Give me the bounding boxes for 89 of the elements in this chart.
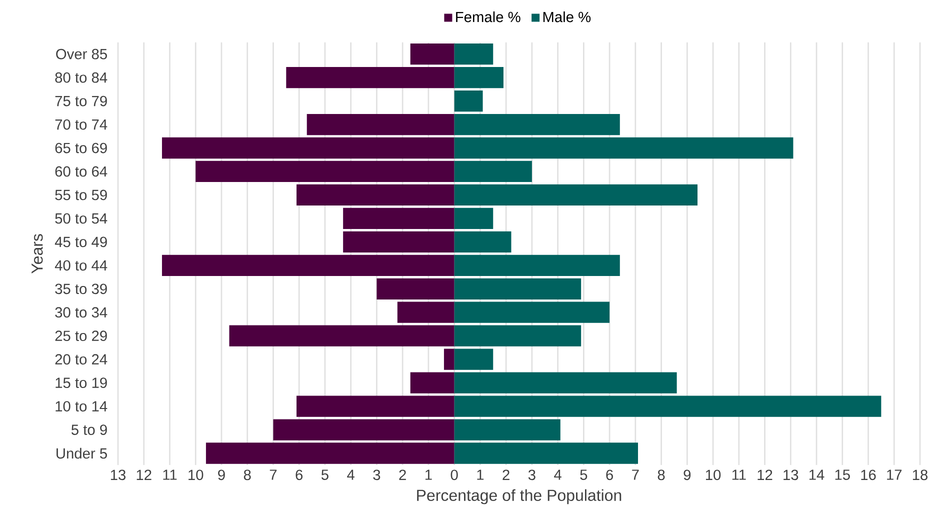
bar [454, 231, 512, 252]
y-tick-label: 80 to 84 [55, 72, 108, 83]
x-tick-label: 1 [477, 470, 484, 480]
x-tick-label: 14 [809, 470, 824, 480]
x-tick-label: 11 [163, 470, 177, 480]
bar [454, 372, 677, 394]
y-tick-label: 15 to 19 [56, 378, 107, 388]
y-tick-label: 5 to 9 [71, 424, 107, 435]
bar [454, 396, 882, 417]
x-tick-label: 13 [110, 470, 126, 480]
bar [454, 254, 620, 276]
y-tick-label: 45 to 49 [54, 236, 107, 248]
bar [444, 348, 454, 370]
x-tick-label: 12 [758, 470, 772, 480]
bar [343, 208, 454, 230]
y-tick-label: 65 to 69 [55, 142, 107, 154]
x-tick-label: 9 [684, 470, 691, 480]
bar [162, 137, 454, 159]
bar [454, 442, 638, 464]
y-tick-label: 60 to 64 [55, 166, 108, 177]
x-tick-label: 18 [912, 470, 928, 480]
x-tick-label: 8 [658, 470, 665, 480]
bar [454, 66, 504, 88]
bar [306, 114, 454, 136]
x-tick-label: 17 [887, 470, 902, 480]
y-tick-label: 55 to 59 [55, 190, 107, 200]
x-tick-label: 9 [218, 470, 225, 480]
legend-label: Female % [456, 11, 520, 22]
y-tick-label: 10 to 14 [56, 401, 108, 412]
bar [454, 208, 494, 230]
bar [376, 278, 454, 300]
bar [454, 114, 620, 136]
bar [454, 44, 494, 65]
bar [454, 302, 610, 323]
y-tick-label: Over 85 [56, 48, 107, 60]
bar [286, 66, 454, 88]
bar [206, 442, 454, 464]
x-tick-label: 5 [580, 470, 588, 480]
bar [410, 44, 454, 65]
x-tick-label: 2 [502, 470, 510, 480]
x-tick-label: 8 [244, 470, 251, 480]
x-tick-label: 6 [606, 470, 613, 480]
legend-label: Male % [543, 11, 591, 22]
bar [454, 419, 560, 440]
bar [454, 137, 794, 159]
bar [229, 325, 454, 346]
bar [196, 160, 454, 182]
bar [454, 325, 582, 346]
x-tick-label: 16 [861, 470, 876, 480]
bar [162, 254, 454, 276]
bar [296, 396, 454, 417]
y-tick-label: 75 to 79 [55, 96, 107, 106]
bar [454, 160, 532, 182]
x-tick-label: 7 [632, 470, 639, 480]
x-axis-title: Percentage of the Population [417, 489, 622, 504]
y-tick-label: Under 5 [56, 448, 107, 459]
x-tick-label: 11 [732, 470, 746, 480]
y-tick-label: 40 to 44 [54, 260, 108, 271]
x-tick-label: 3 [373, 470, 380, 480]
x-tick-label: 12 [136, 470, 152, 480]
y-axis-title: Years [32, 234, 43, 274]
x-tick-label: 13 [784, 470, 798, 480]
x-tick-label: 4 [347, 470, 354, 480]
x-tick-label: 6 [296, 470, 303, 480]
x-tick-label: 7 [270, 470, 277, 480]
y-tick-label: 30 to 34 [55, 307, 108, 318]
y-tick-label: 25 to 29 [55, 330, 107, 342]
x-tick-label: 1 [425, 470, 432, 480]
y-tick-label: 20 to 24 [55, 354, 108, 365]
x-tick-label: 2 [399, 470, 406, 480]
x-tick-label: 10 [188, 470, 204, 480]
y-tick-label: 50 to 54 [55, 213, 108, 224]
x-tick-label: 15 [835, 470, 850, 480]
bar [397, 302, 454, 323]
bar [273, 419, 454, 440]
y-tick-label: 35 to 39 [55, 284, 107, 294]
x-tick-label: 4 [554, 470, 562, 480]
bar [454, 90, 483, 112]
bar [454, 348, 494, 370]
bar [296, 184, 454, 206]
x-tick-label: 0 [450, 470, 458, 480]
bar [454, 278, 582, 300]
x-tick-label: 5 [321, 470, 328, 480]
x-tick-label: 3 [528, 470, 536, 480]
x-tick-label: 10 [706, 470, 721, 480]
y-tick-label: 70 to 74 [55, 119, 108, 130]
bar [410, 372, 454, 394]
bar [343, 231, 454, 252]
bar [454, 184, 698, 206]
